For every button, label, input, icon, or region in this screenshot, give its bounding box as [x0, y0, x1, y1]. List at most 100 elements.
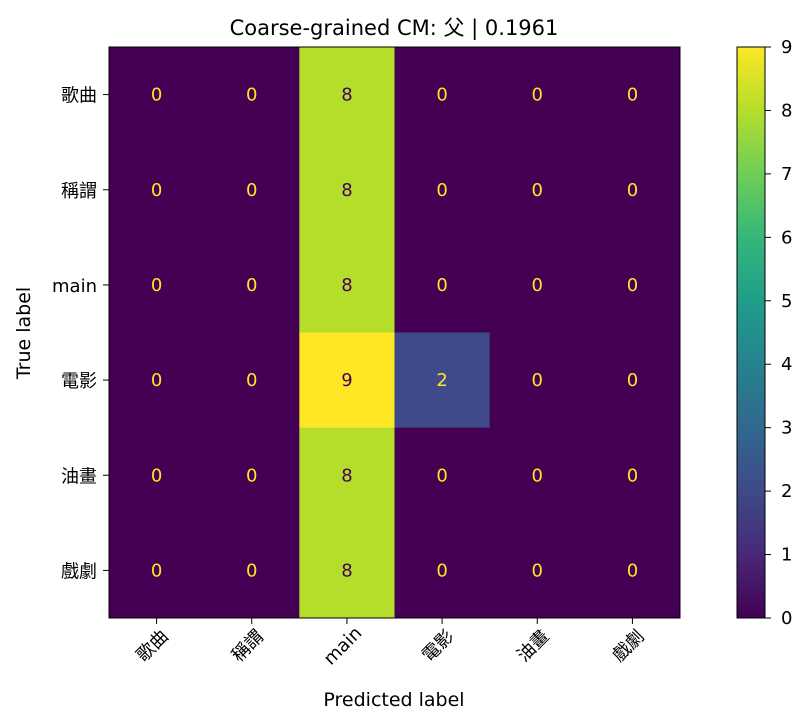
heatmap-cell: [109, 427, 205, 524]
heatmap-cell: [299, 47, 395, 143]
cell-value-label: 0: [246, 85, 257, 106]
cell-value-label: 0: [532, 370, 543, 391]
x-axis-label: Predicted label: [323, 689, 464, 711]
cell-value-label: 0: [436, 85, 447, 106]
y-tick-label: 油畫: [61, 466, 97, 487]
y-tick-label: 電影: [61, 371, 97, 392]
heatmap-cells: 0 0 8 0 0 0 0 0 8 0 0 0 0 0 8 0 0 0 0 0 9 2 0 0 0 0 8 0 0 0 0 0 8 0 0 0: [109, 47, 681, 619]
heatmap-cell: [299, 237, 395, 333]
y-axis-label: True label: [13, 287, 35, 380]
cell-value-label: 0: [532, 275, 543, 296]
y-tick-label: 歌曲: [61, 86, 97, 107]
cell-value-label: 0: [532, 560, 543, 581]
y-tick-label: 稱謂: [61, 181, 97, 202]
cell-value-label: 0: [246, 370, 257, 391]
heatmap-cell: [204, 427, 300, 524]
x-tick-label: main: [320, 623, 367, 670]
heatmap-cell: [394, 237, 491, 333]
cell-value-label: 8: [341, 275, 352, 296]
heatmap-cell: [109, 522, 205, 619]
x-tick-label: 歌曲: [133, 626, 173, 666]
heatmap-cell: [109, 332, 205, 429]
heatmap-cell: [489, 237, 586, 333]
heatmap-cell: [204, 332, 300, 429]
cell-value-label: 0: [436, 560, 447, 581]
colorbar-tick-label: 0: [781, 608, 792, 629]
heatmap-cell: [204, 522, 300, 619]
cell-value-label: 0: [436, 180, 447, 201]
heatmap-cell: [489, 332, 586, 429]
cell-value-label: 0: [151, 180, 162, 201]
cell-value-label: 0: [627, 180, 638, 201]
cell-value-label: 9: [341, 370, 352, 391]
cell-value-label: 8: [341, 180, 352, 201]
heatmap-cell: [299, 427, 395, 524]
y-tick-label: main: [52, 276, 97, 297]
heatmap-cell: [584, 522, 681, 619]
heatmap-cell: [299, 522, 395, 619]
cell-value-label: 8: [341, 560, 352, 581]
cell-value-label: 0: [246, 465, 257, 486]
colorbar-tick-label: 1: [781, 545, 792, 566]
cell-value-label: 0: [151, 85, 162, 106]
heatmap-cell: [584, 427, 681, 524]
colorbar-tick-label: 7: [781, 164, 792, 185]
colorbar-tick-label: 6: [781, 227, 792, 248]
y-tick-label: 戲劇: [61, 561, 97, 582]
colorbar-tick-label: 8: [781, 100, 792, 121]
cell-value-label: 8: [341, 465, 352, 486]
heatmap-cell: [489, 522, 586, 619]
heatmap-cell: [109, 237, 205, 333]
cell-value-label: 0: [151, 370, 162, 391]
cell-value-label: 0: [151, 275, 162, 296]
cell-value-label: 0: [246, 275, 257, 296]
heatmap-cell: [299, 332, 395, 429]
colorbar-tick-label: 5: [781, 291, 792, 312]
colorbar: [736, 46, 766, 619]
colorbar-tick-label: 3: [781, 418, 792, 439]
heatmap-cell: [489, 142, 586, 238]
x-tick-label: 電影: [418, 626, 458, 666]
cell-value-label: 0: [627, 370, 638, 391]
colorbar-tick-label: 4: [781, 354, 792, 375]
cell-value-label: 0: [151, 560, 162, 581]
cell-value-label: 0: [627, 560, 638, 581]
x-axis-ticks: 歌曲 稱謂 main 電影 油畫 戲劇: [133, 618, 649, 669]
cell-value-label: 8: [341, 85, 352, 106]
heatmap-cell: [394, 47, 491, 143]
cell-value-label: 0: [532, 465, 543, 486]
heatmap-cell: [204, 142, 300, 238]
cell-value-label: 0: [532, 85, 543, 106]
cell-value-label: 0: [246, 560, 257, 581]
heatmap-cell: [394, 522, 491, 619]
heatmap-cell: [109, 142, 205, 238]
cell-value-label: 0: [436, 465, 447, 486]
cell-value-label: 2: [436, 370, 447, 391]
x-tick-label: 稱謂: [228, 626, 268, 666]
heatmap-cell: [394, 427, 491, 524]
colorbar-ticks: 0 1 2 3 4 5 6 7 8 9: [765, 37, 792, 629]
cell-value-label: 0: [627, 465, 638, 486]
colorbar-tick-label: 9: [781, 37, 792, 58]
cell-value-label: 0: [627, 85, 638, 106]
colorbar-tick-label: 2: [781, 481, 792, 502]
heatmap-cell: [394, 332, 491, 429]
heatmap-cell: [584, 142, 681, 238]
heatmap-cell: [109, 47, 205, 143]
heatmap-cell: [584, 237, 681, 333]
x-tick-label: 油畫: [513, 626, 553, 666]
heatmap-cell: [489, 427, 586, 524]
heatmap-cell: [584, 332, 681, 429]
cell-value-label: 0: [532, 180, 543, 201]
heatmap-cell: [394, 142, 491, 238]
heatmap-cell: [204, 47, 300, 143]
heatmap-cell: [489, 47, 586, 143]
heatmap-cell: [204, 237, 300, 333]
x-tick-label: 戲劇: [608, 626, 648, 666]
heatmap-cell: [299, 142, 395, 238]
chart-title: Coarse-grained CM: 父 | 0.1961: [230, 16, 559, 41]
cell-value-label: 0: [627, 275, 638, 296]
cell-value-label: 0: [151, 465, 162, 486]
